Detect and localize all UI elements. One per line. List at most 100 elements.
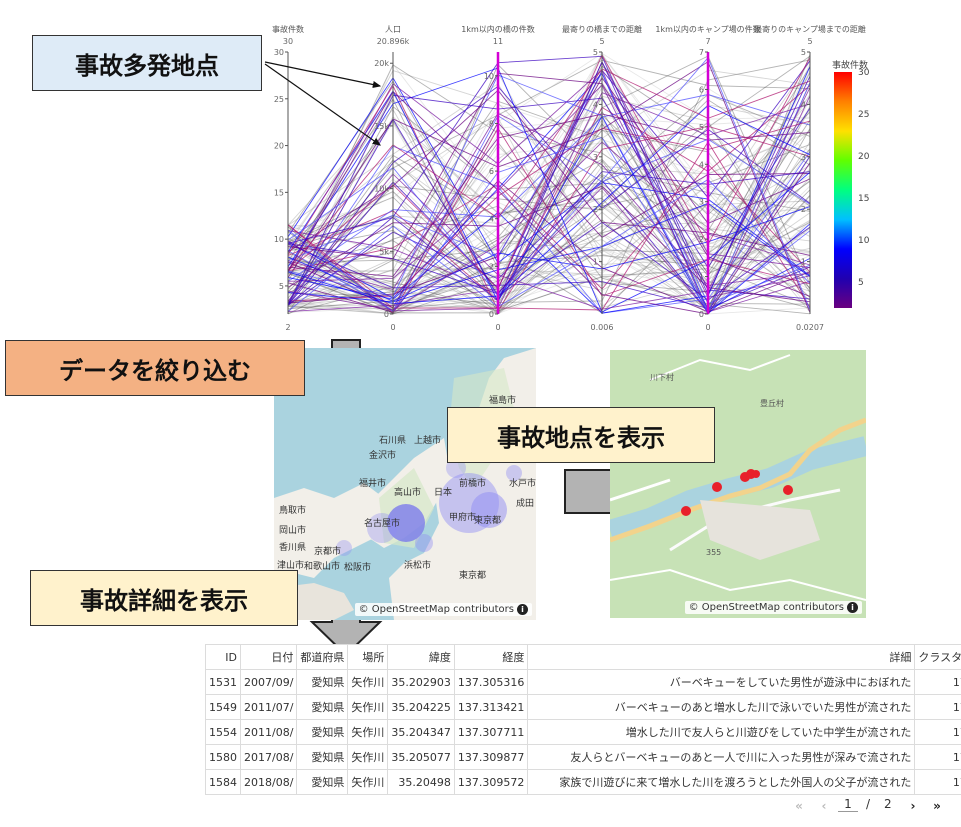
axis-tick-label: 10: [274, 235, 284, 244]
table-cell: バーベキューをしていた男性が遊泳中におぼれた: [527, 669, 916, 695]
table-row[interactable]: 1531 2007/09/愛知県 矢作川 35.202903 137.305316 バーベ…: [205, 669, 961, 695]
map-place-label: 東京都: [459, 571, 487, 581]
axis-tick-label: 0: [699, 310, 704, 319]
table-header-cell[interactable]: 緯度: [387, 644, 455, 670]
info-icon[interactable]: i: [847, 602, 858, 613]
table-cell: 1554: [205, 719, 241, 745]
pc-line: [287, 90, 811, 315]
table-cell: 愛知県: [296, 719, 349, 745]
next-page-button[interactable]: ›: [910, 799, 916, 813]
table-header-cell[interactable]: ID: [205, 644, 241, 670]
pc-line: [287, 55, 811, 306]
map-place-label: 金沢市: [369, 451, 397, 461]
pc-line: [287, 76, 811, 276]
table-cell: 増水した川で友人らと川遊びをしていた中学生が流された: [527, 719, 916, 745]
pc-line: [287, 85, 811, 306]
axis-top-label: 11: [493, 37, 503, 46]
axis-tick-label: 4: [489, 215, 494, 224]
table-cell: 1580: [205, 744, 241, 770]
table-header-cell[interactable]: 場所: [347, 644, 389, 670]
axis-tick-label: 25: [274, 95, 284, 104]
map-place-label: 津山市: [277, 561, 305, 571]
first-page-button[interactable]: «: [795, 799, 803, 813]
axis-tick-label: 15k: [374, 122, 389, 131]
table-row[interactable]: 1580 2017/08/愛知県 矢作川 35.205077 137.309877 友人ら…: [205, 744, 961, 770]
pc-line: [287, 63, 811, 295]
table-cell: 137.309877: [453, 744, 529, 770]
table-cell: 愛知県: [296, 744, 349, 770]
map-place-label: 355: [706, 548, 722, 557]
parallel-coordinates-plot[interactable]: 事故件数30230252015105人口20.896k020k15k10k5k0…: [270, 20, 880, 340]
table-cell: 友人らとバーベキューのあと一人で川に入った男性が深みで流された: [527, 744, 916, 770]
axis-tick-label: 0: [384, 310, 389, 319]
table-header-cell[interactable]: 経度: [453, 644, 529, 670]
table-body: 1531 2007/09/愛知県 矢作川 35.202903 137.305316 バーベ…: [205, 669, 961, 795]
map-place-label: 浜松市: [404, 561, 432, 571]
colorbar-tick: 15: [858, 194, 870, 204]
map-detail-attribution[interactable]: © OpenStreetMap contributors i: [684, 601, 862, 614]
pc-line: [287, 118, 811, 305]
axis-tick-label: 1: [699, 273, 704, 282]
table-cell: 2017/08/: [239, 744, 298, 770]
pc-line: [287, 141, 811, 311]
prev-page-button[interactable]: ‹: [821, 799, 827, 813]
axis-tick-label: 3: [593, 153, 598, 162]
axis-bottom-label: 2: [285, 323, 290, 332]
table-cell: 137.313421: [453, 694, 529, 720]
last-page-button[interactable]: »: [933, 799, 941, 813]
axis-tick-label: 5: [801, 48, 806, 57]
info-icon[interactable]: i: [517, 604, 528, 615]
table-row[interactable]: 1549 2011/07/愛知県 矢作川 35.204225 137.313421 バーベ…: [205, 694, 961, 720]
table-cell: 1531: [205, 669, 241, 695]
map-place-label: 前橋市: [459, 479, 487, 489]
pc-line: [287, 215, 811, 309]
table-cell: 137.309572: [453, 769, 529, 795]
pc-line: [287, 92, 811, 312]
table-row[interactable]: 1554 2011/08/愛知県 矢作川 35.204347 137.307711 増水し…: [205, 719, 961, 745]
table-cell: 家族で川遊びに来て増水した川を渡ろうとした外国人の父子が流された: [527, 769, 916, 795]
pc-line: [287, 84, 811, 312]
pc-line: [287, 247, 811, 276]
table-cell: 矢作川: [347, 769, 389, 795]
pc-lines-group: [287, 51, 811, 315]
table-header-cell[interactable]: クラスタID: [914, 644, 961, 670]
pc-line: [287, 94, 811, 305]
map-japan-attribution[interactable]: © OpenStreetMap contributors i: [354, 603, 532, 616]
pc-line: [287, 60, 811, 302]
map-detail-roads: [610, 350, 866, 618]
table-cell: 35.204347: [387, 719, 455, 745]
pc-axes-group: 事故件数30230252015105人口20.896k020k15k10k5k0…: [272, 24, 866, 332]
map-place-label: 水戸市: [509, 479, 536, 489]
table-header-cell[interactable]: 日付: [239, 644, 298, 670]
table-row[interactable]: 1584 2018/08/愛知県 矢作川 35.20498 137.309572 家族で川…: [205, 769, 961, 795]
axis-title: 人口: [385, 25, 401, 34]
pc-line: [287, 72, 811, 297]
table-cell: 矢作川: [347, 694, 389, 720]
table-cell: 170: [914, 744, 961, 770]
pc-line: [287, 68, 811, 271]
pc-line: [287, 59, 811, 303]
pc-line: [287, 159, 811, 291]
pc-line: [287, 66, 811, 310]
table-cell: 愛知県: [296, 769, 349, 795]
map-place-label: 日本: [434, 488, 453, 498]
pc-line: [287, 51, 811, 315]
table-cell: 137.307711: [453, 719, 529, 745]
axis-tick-label: 7: [699, 48, 704, 57]
axis-tick-label: 2: [593, 205, 598, 214]
table-header-cell[interactable]: 詳細: [527, 644, 916, 670]
axis-tick-label: 20k: [374, 59, 389, 68]
map-place-label: 石川県: [379, 436, 407, 446]
axis-tick-label: 6: [699, 85, 704, 94]
map-place-label: 成田: [516, 499, 535, 509]
axis-bottom-label: 0.0207: [796, 323, 824, 332]
map-japan[interactable]: 福島市石川県上越市長野県金沢市長野市福井市高山市日本前橋市水戸市鳥取市名古屋市甲…: [274, 348, 536, 620]
pc-line: [287, 185, 811, 314]
axis-tick-label: 0: [489, 310, 494, 319]
table-header-cell[interactable]: 都道府県: [296, 644, 349, 670]
table-cell: 137.305316: [453, 669, 529, 695]
map-detail[interactable]: 豊丘村 川下村 355 © OpenStreetMap contributors i: [610, 350, 866, 618]
axis-bottom-label: 0: [390, 323, 395, 332]
current-page-input[interactable]: 1: [838, 797, 858, 812]
map-place-label: 福島市: [489, 396, 517, 406]
